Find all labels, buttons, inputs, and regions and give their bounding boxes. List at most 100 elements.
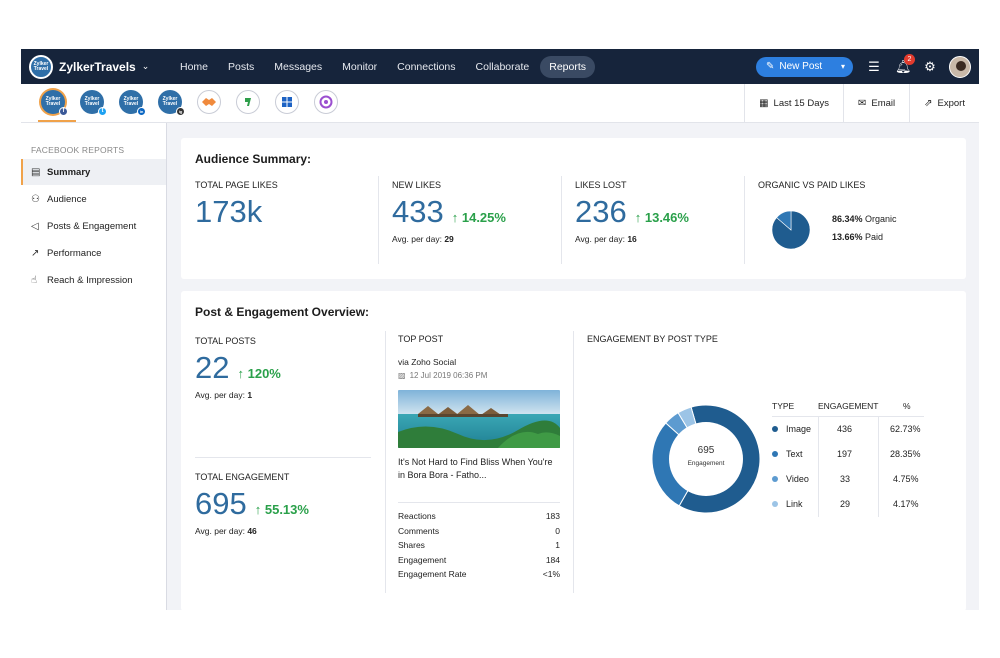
delta-up: ↑ 120%: [237, 366, 280, 381]
stat-row-label: Engagement Rate: [398, 569, 467, 580]
grid-app-icon[interactable]: [275, 90, 299, 114]
profile-label: Zylker Travel: [84, 96, 100, 107]
nav-posts[interactable]: Posts: [228, 60, 255, 73]
legend-paid: 13.66% Paid: [832, 232, 897, 242]
stat-row-label: Reactions: [398, 511, 436, 522]
stat-sub: Avg. per day: 16: [575, 234, 689, 244]
sidebar-item-audience[interactable]: ⚇ Audience: [21, 186, 166, 212]
table-row: Link: [772, 499, 803, 509]
row-type: Link: [786, 499, 803, 509]
circle-app-icon[interactable]: [314, 90, 338, 114]
sidebar-item-reach-impression[interactable]: ☝ Reach & Impression: [21, 267, 166, 293]
table-row: Image: [772, 424, 811, 434]
divider: [398, 502, 560, 503]
stat-value: 236 ↑ 13.46%: [575, 194, 689, 230]
megaphone-icon: ◁: [31, 220, 39, 232]
stat-sub: Avg. per day: 46: [195, 526, 309, 536]
arrow-up-icon: ↑: [451, 210, 462, 225]
row-type: Text: [786, 449, 803, 459]
nav-collaborate[interactable]: Collaborate: [475, 60, 530, 73]
profile-linkedin[interactable]: Zylker Travel in: [119, 90, 146, 116]
divider: [878, 417, 879, 517]
delta-value: 14.25%: [461, 210, 506, 225]
bell-icon[interactable]: 🔔︎ 2: [895, 53, 915, 75]
mail-icon: ✉: [857, 98, 867, 109]
email-label: Email: [871, 98, 896, 109]
audience-icon: ⚇: [31, 193, 40, 205]
row-pct: 28.35%: [890, 449, 921, 459]
new-post-button[interactable]: ✎ New Post ▾: [756, 56, 853, 77]
stat-label: TOTAL ENGAGEMENT: [195, 472, 290, 482]
stat-sub: Avg. per day: 1: [195, 390, 281, 400]
stat-number: 22: [195, 350, 230, 385]
top-post-source: via Zoho Social: [398, 357, 457, 367]
arrow-up-icon: ↑: [634, 210, 645, 225]
legend-dot: [772, 451, 778, 457]
brand-name: ZylkerTravels: [59, 59, 136, 74]
export-button[interactable]: ⇗ Export: [909, 84, 979, 123]
legend-value: 86.34%: [832, 214, 863, 224]
stat-number: 236: [575, 194, 627, 229]
pie-slice-paid: [776, 210, 792, 231]
top-post-date-text: 12 Jul 2019 06:36 PM: [409, 371, 488, 380]
sidebar-item-label: Performance: [47, 247, 102, 259]
top-post-title[interactable]: It's Not Hard to Find Bliss When You're …: [398, 457, 553, 480]
top-post-stats: Reactions 183 Comments 0 Shares 1 Engagemen…: [398, 509, 560, 582]
top-post-image[interactable]: [398, 390, 560, 448]
top-post[interactable]: TOP POST via Zoho Social ▨ 12 Jul 2019 06…: [398, 334, 560, 380]
sub-label: Avg. per day:: [195, 526, 245, 536]
top-post-stat-row: Comments 0: [398, 524, 560, 539]
stat-value: 695 ↑ 55.13%: [195, 486, 309, 522]
menu-icon[interactable]: ☰: [868, 58, 880, 74]
sidebar-item-performance[interactable]: ↗ Performance: [21, 240, 166, 266]
row-pct-cell: 4.75%: [893, 474, 919, 484]
legend-label: Paid: [865, 232, 884, 242]
gear-icon[interactable]: ⚙: [924, 58, 936, 74]
handshake-icon[interactable]: [197, 90, 221, 114]
sidebar-item-label: Summary: [47, 166, 91, 178]
email-button[interactable]: ✉ Email: [842, 84, 909, 123]
row-engagement: 436: [837, 424, 853, 434]
sidebar-item-summary[interactable]: ▤ Summary: [21, 159, 166, 185]
sidebar-item-label: Reach & Impression: [47, 274, 133, 286]
trend-icon: ↗: [31, 247, 40, 259]
nav-messages[interactable]: Messages: [274, 60, 323, 73]
table-row: Video: [772, 474, 809, 484]
legend-dot: [772, 426, 778, 432]
row-engagement-cell: 29: [840, 499, 850, 509]
profile-instagram[interactable]: Zylker Travel ig: [158, 90, 185, 116]
nav-monitor[interactable]: Monitor: [342, 60, 378, 73]
sub-label: Avg. per day:: [195, 390, 245, 400]
top-post-date: ▨ 12 Jul 2019 06:36 PM: [398, 371, 560, 380]
row-pct: 4.17%: [893, 499, 919, 509]
stat-label: NEW LIKES: [392, 180, 442, 190]
total-posts-stat: TOTAL POSTS 22 ↑ 120% Avg. per day: 1: [195, 336, 281, 400]
chevron-down-icon[interactable]: ▾: [840, 62, 845, 71]
brand-logo: Zylker Travel: [29, 54, 53, 79]
avatar[interactable]: [949, 55, 971, 78]
delta-value: 55.13%: [264, 502, 309, 517]
brand-switcher[interactable]: Zylker Travel ZylkerTravels ⌄: [21, 54, 171, 79]
engagement-by-type-label: ENGAGEMENT BY POST TYPE: [587, 334, 718, 344]
sub-value: 1: [247, 390, 253, 400]
nav-connections[interactable]: Connections: [397, 60, 456, 73]
stat-sub: Avg. per day: 29: [392, 234, 506, 244]
row-pct-cell: 4.17%: [893, 499, 919, 509]
stat-value: 22 ↑ 120%: [195, 350, 281, 386]
date-range-button[interactable]: ▦ Last 15 Days: [744, 84, 843, 123]
sidebar-item-posts-engagement[interactable]: ◁ Posts & Engagement: [21, 213, 166, 239]
total-page-likes-stat: TOTAL PAGE LIKES 173k: [195, 180, 278, 230]
nav-home[interactable]: Home: [180, 60, 209, 73]
top-post-label: TOP POST: [398, 334, 444, 344]
toolbar-actions: ▦ Last 15 Days ✉ Email ⇗ Export: [744, 84, 979, 123]
profile-facebook[interactable]: Zylker Travel f: [41, 90, 68, 116]
sub-value: 46: [247, 526, 257, 536]
profile-twitter[interactable]: Zylker Travel t: [80, 90, 107, 116]
app-window: Zylker Travel ZylkerTravels ⌄ Home Posts…: [21, 49, 979, 610]
divider: [818, 417, 819, 517]
row-type: Video: [786, 474, 809, 484]
profile-label: Zylker Travel: [123, 96, 139, 107]
stat-row-value: 0: [555, 525, 560, 536]
nav-reports[interactable]: Reports: [540, 55, 595, 78]
zoho-desk-icon[interactable]: [236, 90, 260, 114]
